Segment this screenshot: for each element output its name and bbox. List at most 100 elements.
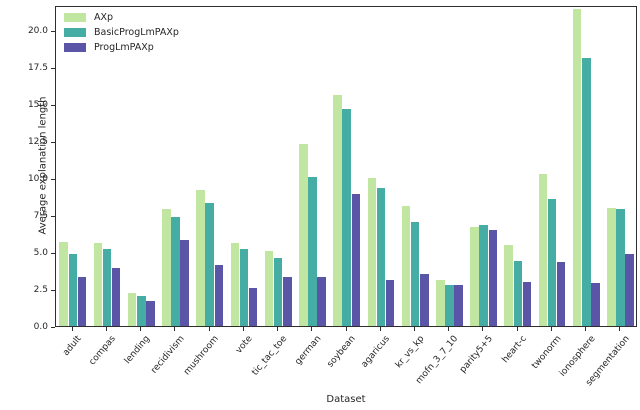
bar-agaricus-ProgLmPAXp bbox=[385, 280, 395, 326]
bar-ionosphere-AXp bbox=[572, 9, 582, 326]
x-tick-label-lending: lending bbox=[123, 334, 153, 366]
bar-kr_vs_kp-ProgLmPAXp bbox=[420, 274, 429, 326]
bar-tic_tac_toe-AXp bbox=[264, 250, 274, 326]
x-tick-mark bbox=[550, 327, 552, 331]
legend-item-ProgLmPAXp: ProgLmPAXp bbox=[64, 42, 179, 53]
bar-compas-AXp bbox=[93, 243, 103, 326]
bar-heart-c-BasicProgLmPAXp bbox=[513, 260, 523, 326]
x-tick-label-agaricus: agaricus bbox=[359, 334, 392, 370]
y-tick-label: 0.0 bbox=[33, 321, 48, 332]
x-tick-mark bbox=[619, 327, 621, 331]
bar-compas-BasicProgLmPAXp bbox=[102, 249, 112, 326]
legend-label: AXp bbox=[94, 12, 114, 23]
x-tick-label-compas: compas bbox=[87, 334, 119, 368]
x-tick-label-vote: vote bbox=[234, 334, 255, 356]
bar-lending-BasicProgLmPAXp bbox=[137, 296, 146, 326]
bar-compas-ProgLmPAXp bbox=[111, 268, 121, 326]
legend: AXp BasicProgLmPAXp ProgLmPAXp bbox=[64, 12, 179, 53]
x-tick-label-mushroom: mushroom bbox=[182, 334, 221, 378]
x-tick-label-german: german bbox=[293, 334, 324, 368]
bar-recidivism-BasicProgLmPAXp bbox=[171, 216, 180, 326]
bar-german-AXp bbox=[299, 144, 308, 326]
x-tick-mark bbox=[413, 327, 415, 331]
x-tick-mark bbox=[311, 327, 313, 331]
bar-lending-AXp bbox=[127, 293, 137, 326]
y-tick-mark bbox=[51, 215, 55, 217]
x-tick-mark bbox=[242, 327, 244, 331]
bar-lending-ProgLmPAXp bbox=[146, 300, 155, 326]
y-tick-label: 2.5 bbox=[33, 284, 48, 295]
bar-ionosphere-ProgLmPAXp bbox=[591, 283, 600, 326]
bar-mofn_3_7_10-AXp bbox=[436, 280, 445, 326]
y-tick-label: 12.5 bbox=[27, 136, 48, 147]
bar-soybean-ProgLmPAXp bbox=[351, 194, 361, 326]
bar-mushroom-ProgLmPAXp bbox=[214, 265, 224, 326]
x-tick-label-tic_tac_toe: tic_tac_toe bbox=[250, 334, 290, 378]
bar-adult-BasicProgLmPAXp bbox=[68, 253, 78, 326]
legend-item-BasicProgLmPAXp: BasicProgLmPAXp bbox=[64, 27, 179, 38]
bar-german-BasicProgLmPAXp bbox=[308, 176, 317, 326]
bar-adult-ProgLmPAXp bbox=[77, 277, 87, 326]
y-tick-label: 15.0 bbox=[27, 99, 48, 110]
bar-german-ProgLmPAXp bbox=[317, 277, 326, 326]
x-tick-label-adult: adult bbox=[61, 334, 84, 359]
bar-parity5+5-ProgLmPAXp bbox=[488, 229, 498, 326]
legend-swatch-icon bbox=[64, 28, 86, 37]
legend-swatch-icon bbox=[64, 13, 86, 22]
bar-heart-c-AXp bbox=[504, 244, 513, 326]
bar-twonorm-ProgLmPAXp bbox=[556, 262, 566, 326]
bar-tic_tac_toe-ProgLmPAXp bbox=[283, 277, 292, 326]
x-tick-label-parity5+5: parity5+5 bbox=[457, 334, 495, 376]
y-tick-label: 5.0 bbox=[33, 247, 48, 258]
bar-ionosphere-BasicProgLmPAXp bbox=[582, 58, 591, 326]
x-axis-label: Dataset bbox=[326, 394, 366, 405]
bar-parity5+5-BasicProgLmPAXp bbox=[479, 225, 488, 326]
bar-vote-BasicProgLmPAXp bbox=[239, 249, 249, 326]
x-tick-mark bbox=[379, 327, 381, 331]
legend-label: BasicProgLmPAXp bbox=[94, 27, 179, 38]
bar-agaricus-BasicProgLmPAXp bbox=[376, 188, 386, 326]
x-tick-mark bbox=[448, 327, 450, 331]
y-tick-label: 10.0 bbox=[27, 173, 48, 184]
bar-segmentation-ProgLmPAXp bbox=[625, 253, 634, 326]
y-tick-mark bbox=[51, 326, 55, 328]
legend-label: ProgLmPAXp bbox=[94, 42, 154, 53]
x-tick-label-twonorm: twonorm bbox=[529, 334, 564, 372]
y-tick-label: 17.5 bbox=[27, 62, 48, 73]
bar-twonorm-BasicProgLmPAXp bbox=[547, 198, 557, 326]
bar-kr_vs_kp-AXp bbox=[401, 206, 411, 326]
bar-twonorm-AXp bbox=[538, 173, 548, 326]
x-tick-mark bbox=[277, 327, 279, 331]
bar-agaricus-AXp bbox=[367, 178, 377, 326]
x-tick-mark bbox=[208, 327, 210, 331]
bar-soybean-AXp bbox=[333, 95, 342, 326]
bar-mushroom-BasicProgLmPAXp bbox=[205, 203, 214, 326]
x-tick-mark bbox=[140, 327, 142, 331]
x-tick-mark bbox=[482, 327, 484, 331]
y-tick-label: 7.5 bbox=[33, 210, 48, 221]
bar-mushroom-AXp bbox=[196, 189, 205, 326]
bar-recidivism-AXp bbox=[162, 209, 171, 326]
bar-mofn_3_7_10-BasicProgLmPAXp bbox=[445, 284, 454, 326]
y-tick-mark bbox=[51, 30, 55, 32]
y-axis-label: Average explanation length bbox=[37, 96, 49, 235]
bar-soybean-BasicProgLmPAXp bbox=[342, 108, 351, 326]
bar-kr_vs_kp-BasicProgLmPAXp bbox=[410, 222, 420, 326]
x-tick-label-heart-c: heart-c bbox=[500, 334, 529, 366]
y-tick-label: 20.0 bbox=[27, 25, 48, 36]
bar-parity5+5-AXp bbox=[470, 226, 479, 326]
x-tick-mark bbox=[174, 327, 176, 331]
x-tick-label-soybean: soybean bbox=[325, 334, 358, 370]
x-tick-mark bbox=[516, 327, 518, 331]
y-tick-mark bbox=[51, 104, 55, 106]
legend-item-AXp: AXp bbox=[64, 12, 179, 23]
legend-swatch-icon bbox=[64, 43, 86, 52]
bar-vote-AXp bbox=[230, 243, 240, 326]
y-tick-mark bbox=[51, 252, 55, 254]
bar-vote-ProgLmPAXp bbox=[248, 287, 258, 326]
x-tick-label-kr_vs_kp: kr_vs_kp bbox=[393, 334, 427, 371]
bar-segmentation-BasicProgLmPAXp bbox=[616, 209, 625, 326]
x-tick-mark bbox=[105, 327, 107, 331]
y-tick-mark bbox=[51, 141, 55, 143]
bar-segmentation-AXp bbox=[607, 207, 616, 326]
